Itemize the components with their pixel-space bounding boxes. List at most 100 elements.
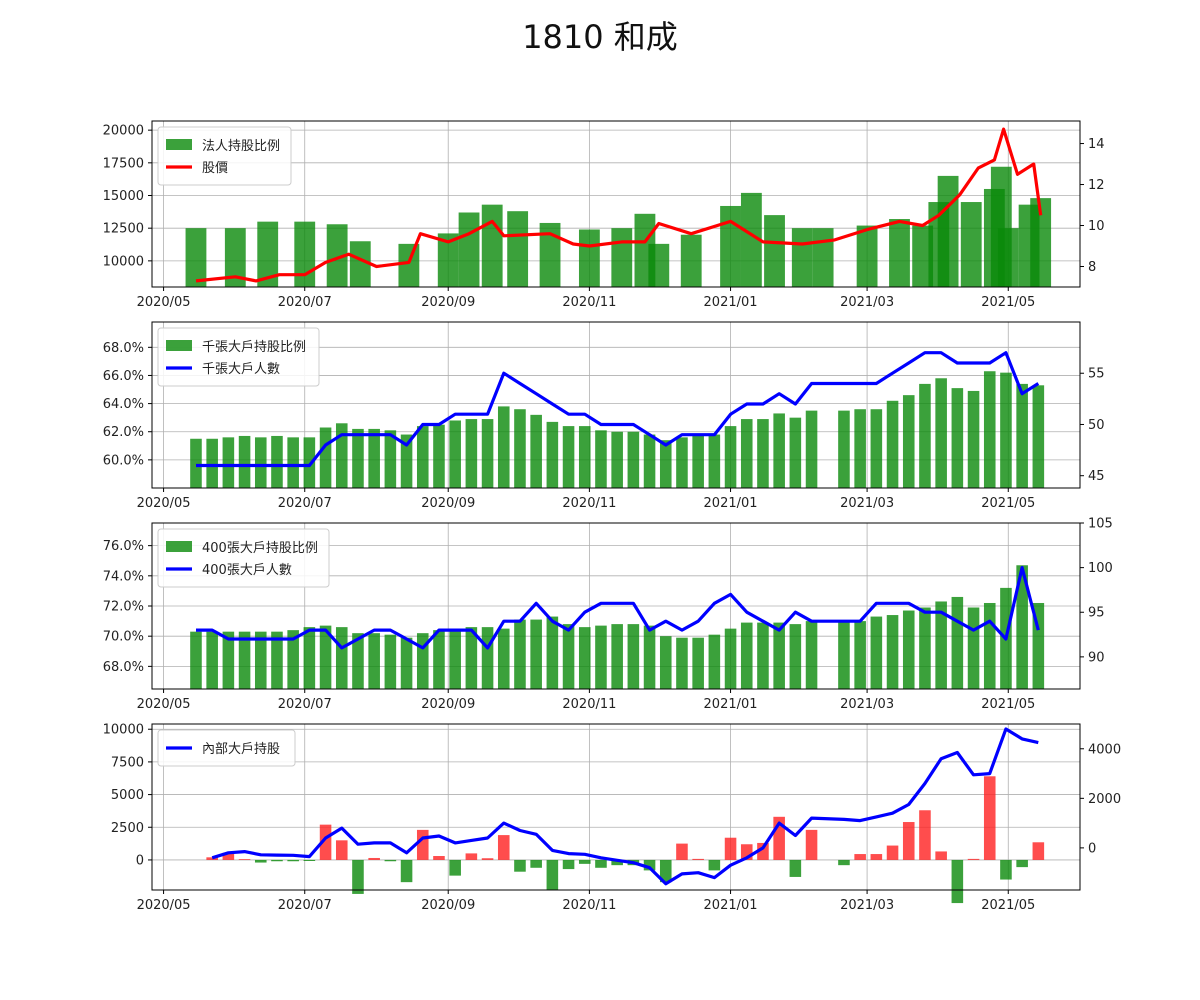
bar [530, 414, 542, 488]
x-tick-label: 2021/03 [840, 295, 894, 310]
bar [870, 854, 883, 860]
x-tick-label: 2020/07 [278, 697, 332, 712]
legend-box [157, 327, 320, 387]
bar [740, 192, 762, 287]
bar [465, 853, 478, 860]
bar [1032, 385, 1045, 488]
bar [287, 437, 299, 488]
y-left-tick-label: 2500 [111, 821, 144, 836]
bar [935, 601, 947, 689]
bar [539, 222, 561, 287]
bar [724, 426, 737, 488]
y-left-tick-label: 5000 [111, 788, 144, 803]
y-left-tick-label: 66.0% [103, 369, 144, 384]
bar [257, 221, 279, 287]
y-left-tick-label: 72.0% [103, 600, 144, 615]
bar [692, 637, 704, 689]
bar [764, 215, 785, 287]
y-left-tick-label: 62.0% [103, 425, 144, 440]
bar [886, 845, 899, 860]
bar [481, 627, 494, 689]
x-tick-label: 2020/09 [421, 697, 475, 712]
bar [643, 625, 656, 689]
y-right-tick-label: 8 [1088, 260, 1096, 275]
bar [400, 859, 413, 883]
bar [838, 621, 850, 689]
bar [578, 229, 600, 287]
bar [254, 859, 267, 863]
bar [206, 631, 218, 689]
x-tick-label: 2020/05 [137, 496, 191, 511]
bar [368, 428, 380, 488]
x-tick-label: 2020/07 [278, 295, 332, 310]
bar [740, 844, 753, 860]
bar [951, 388, 964, 488]
bar [870, 616, 883, 689]
x-tick-label: 2020/05 [137, 295, 191, 310]
y-right-tick-label: 50 [1088, 418, 1105, 433]
legend-box [157, 729, 296, 767]
bar [902, 395, 915, 488]
bar [805, 621, 818, 689]
bar [627, 624, 640, 689]
y-left-tick-label: 10000 [103, 723, 144, 738]
bar [222, 852, 235, 860]
bar [352, 428, 364, 488]
bar [294, 221, 316, 287]
bar [514, 409, 526, 488]
bar [384, 859, 397, 862]
bar [1032, 842, 1045, 860]
bar [190, 438, 202, 488]
x-tick-label: 2020/11 [562, 898, 616, 913]
bar [335, 627, 348, 689]
bar [611, 228, 633, 287]
x-tick-label: 2020/11 [562, 295, 616, 310]
bar [238, 859, 251, 860]
bar [578, 859, 591, 864]
bar [773, 413, 785, 488]
x-tick-label: 2020/07 [278, 496, 332, 511]
legend-label: 400張大戶人數 [202, 563, 292, 578]
bar [648, 243, 670, 287]
y-left-tick-label: 10000 [103, 254, 144, 269]
bar [611, 431, 623, 488]
y-left-tick-label: 12500 [103, 222, 144, 237]
x-tick-label: 2021/05 [981, 496, 1035, 511]
bar [400, 434, 413, 488]
legend-label: 股價 [202, 161, 228, 176]
x-tick-label: 2020/11 [562, 496, 616, 511]
bar [595, 625, 607, 689]
legend-box [157, 126, 292, 186]
chart-panel-holders_400: 2020/05 2020/07 2020/09 2020/11 2021/01 2021/… [103, 517, 1113, 713]
bar [562, 426, 575, 488]
legend-bar-swatch [166, 340, 192, 351]
bar [319, 824, 332, 860]
bar [349, 241, 371, 287]
bar [416, 426, 429, 488]
x-tick-label: 2020/09 [421, 496, 475, 511]
bar [740, 622, 753, 689]
x-tick-label: 2021/05 [981, 295, 1035, 310]
bar [497, 406, 510, 488]
bar [546, 616, 559, 689]
bar [708, 859, 721, 871]
y-right-tick-label: 90 [1088, 650, 1105, 665]
bar [595, 430, 607, 488]
legend: 內部大戶持股 [157, 729, 296, 767]
bar [680, 234, 702, 287]
bar [578, 627, 591, 689]
y-right-tick-label: 45 [1088, 469, 1105, 484]
bar [951, 596, 964, 689]
bar [497, 835, 510, 860]
bar [912, 225, 934, 287]
bar [886, 400, 899, 488]
bar [449, 420, 461, 488]
y-left-tick-label: 68.0% [103, 341, 144, 356]
bar [967, 390, 980, 488]
y-right-tick-label: 4000 [1088, 742, 1121, 757]
bar [902, 822, 915, 860]
bar [919, 607, 931, 689]
x-tick-label: 2020/05 [137, 697, 191, 712]
legend-bar-swatch [166, 541, 192, 552]
